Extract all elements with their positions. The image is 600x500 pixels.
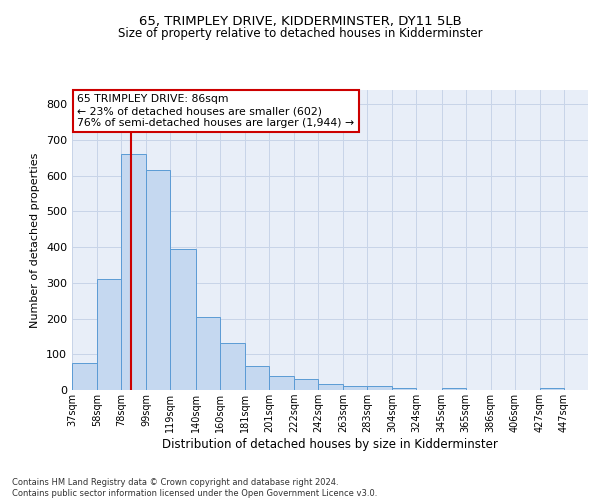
Y-axis label: Number of detached properties: Number of detached properties bbox=[31, 152, 40, 328]
Bar bbox=[146, 170, 170, 390]
Bar bbox=[72, 363, 97, 390]
Bar bbox=[170, 249, 196, 390]
Text: 65, TRIMPLEY DRIVE, KIDDERMINSTER, DY11 5LB: 65, TRIMPLEY DRIVE, KIDDERMINSTER, DY11 … bbox=[139, 15, 461, 28]
Bar bbox=[343, 386, 367, 390]
Bar bbox=[269, 376, 294, 390]
X-axis label: Distribution of detached houses by size in Kidderminster: Distribution of detached houses by size … bbox=[162, 438, 498, 451]
Bar bbox=[442, 388, 466, 390]
Bar bbox=[294, 379, 318, 390]
Bar bbox=[245, 366, 269, 390]
Bar bbox=[367, 386, 392, 390]
Bar bbox=[97, 278, 121, 390]
Bar bbox=[318, 384, 343, 390]
Text: Size of property relative to detached houses in Kidderminster: Size of property relative to detached ho… bbox=[118, 28, 482, 40]
Text: Contains HM Land Registry data © Crown copyright and database right 2024.
Contai: Contains HM Land Registry data © Crown c… bbox=[12, 478, 377, 498]
Bar bbox=[392, 388, 416, 390]
Bar bbox=[540, 388, 564, 390]
Bar bbox=[121, 154, 146, 390]
Bar bbox=[196, 317, 220, 390]
Text: 65 TRIMPLEY DRIVE: 86sqm
← 23% of detached houses are smaller (602)
76% of semi-: 65 TRIMPLEY DRIVE: 86sqm ← 23% of detach… bbox=[77, 94, 354, 128]
Bar bbox=[220, 342, 245, 390]
